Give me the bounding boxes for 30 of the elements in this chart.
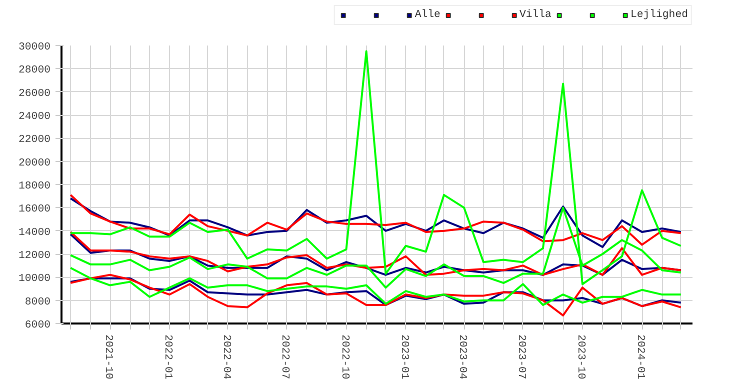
x-tick-label: 2023-07 (514, 334, 527, 380)
y-tick-label: 12000 (18, 250, 51, 262)
line-series (70, 50, 682, 286)
y-tick-label: 22000 (18, 134, 51, 146)
y-tick-label: 6000 (24, 320, 51, 332)
y-tick-label: 16000 (18, 204, 51, 216)
x-tick-label: 2023-04 (456, 334, 468, 380)
x-tick-label: 2022-10 (338, 334, 350, 380)
legend-label: Villa (519, 9, 552, 21)
x-tick-label: 2022-07 (278, 334, 291, 380)
y-tick-label: 18000 (18, 180, 51, 192)
line-series (70, 274, 682, 316)
legend-label: Alle (414, 9, 440, 21)
y-tick-label: 28000 (18, 64, 51, 77)
y-tick-label: 26000 (18, 88, 51, 100)
y-tick-label: 20000 (18, 157, 51, 170)
y-tick-label: 10000 (18, 273, 51, 286)
y-tick-label: 8000 (24, 296, 51, 308)
x-tick-label: 2023-01 (398, 334, 410, 380)
line-series (70, 277, 682, 308)
x-tick-label: 2023-10 (574, 334, 586, 380)
x-tick-label: 2021-10 (102, 334, 114, 380)
legend-label: Lejlighed (630, 9, 688, 21)
y-tick-label: 30000 (18, 42, 51, 54)
y-tick-label: 24000 (18, 111, 51, 123)
x-tick-label: 2022-01 (162, 334, 174, 380)
y-tick-label: 14000 (18, 226, 51, 239)
line-series (70, 266, 682, 306)
x-tick-label: 2024-01 (634, 334, 646, 380)
x-tick-label: 2022-04 (220, 334, 232, 380)
